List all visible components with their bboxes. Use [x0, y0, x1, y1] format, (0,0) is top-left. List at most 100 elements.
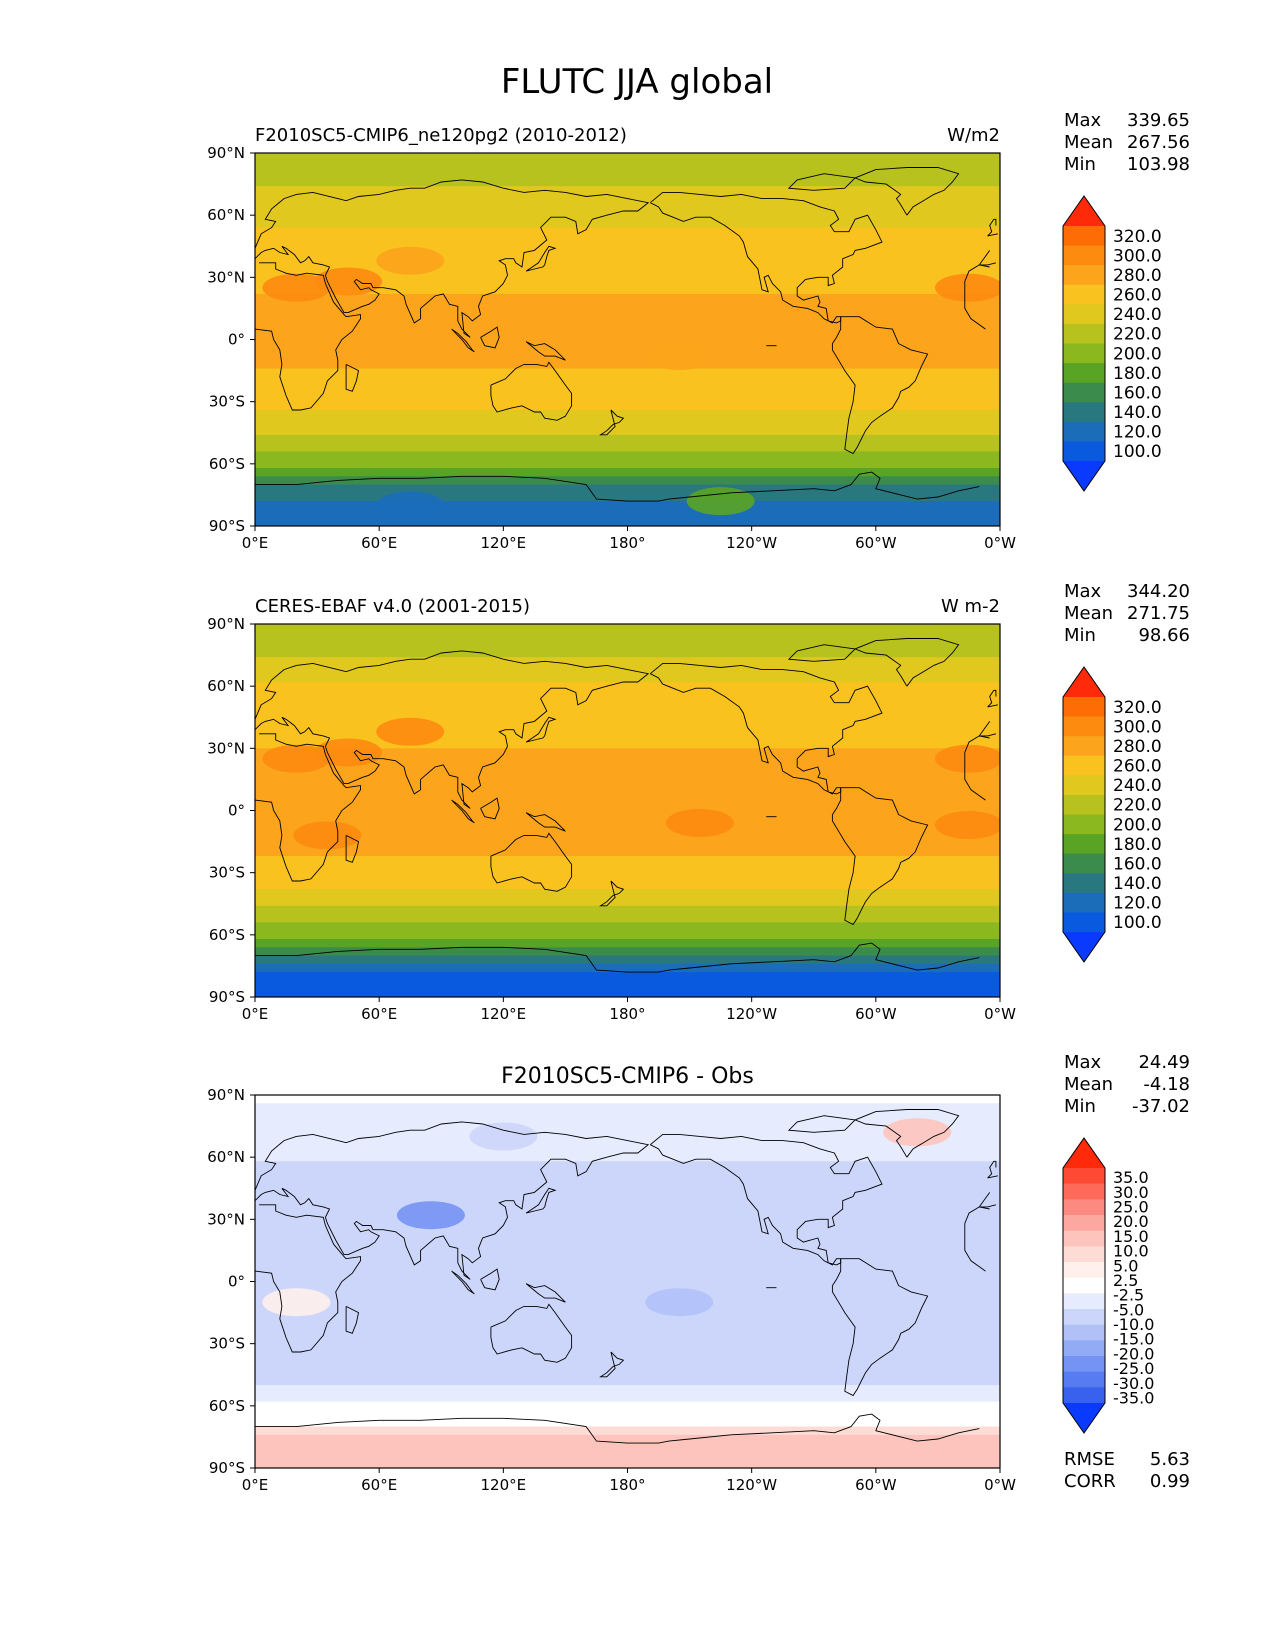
- colorbar-level-label: 260.0: [1113, 286, 1162, 306]
- colorbar-level-label: 260.0: [1113, 757, 1162, 777]
- data-band: [255, 418, 1000, 428]
- coastline: [987, 218, 998, 237]
- colorbar-band: [1063, 814, 1105, 835]
- x-tick-label: 120°E: [481, 534, 527, 552]
- colorbar-level-label: 120.0: [1113, 423, 1162, 443]
- data-band: [255, 706, 1000, 716]
- coastline: [255, 471, 980, 502]
- data-feature: [934, 811, 1000, 840]
- x-tick-label: 120°W: [726, 1476, 777, 1494]
- data-feature: [469, 1122, 538, 1151]
- data-feature: [262, 273, 331, 302]
- colorbar-outline: [1062, 195, 1106, 492]
- x-tick-label: 180°: [609, 1476, 645, 1494]
- data-feature: [376, 717, 445, 746]
- colorbar-band: [1063, 1387, 1105, 1404]
- data-band: [255, 831, 1000, 841]
- coastline: [650, 662, 883, 795]
- data-band: [255, 1161, 1000, 1171]
- data-band: [255, 789, 1000, 799]
- data-band: [255, 335, 1000, 345]
- y-tick-label: 0°: [228, 802, 245, 820]
- data-band: [255, 1310, 1000, 1320]
- colorbar-band: [1063, 853, 1105, 874]
- data-band: [255, 740, 1000, 749]
- data-feature: [262, 744, 331, 773]
- colorbar-band: [1063, 421, 1105, 442]
- colorbar-band: [1063, 1183, 1105, 1200]
- coastline: [451, 1270, 475, 1295]
- data-band: [255, 632, 1000, 642]
- data-band: [255, 657, 1000, 667]
- data-band: [255, 501, 1000, 511]
- figure-title: FLUTC JJA global: [501, 62, 773, 102]
- data-band: [255, 492, 1000, 502]
- data-band: [255, 302, 1000, 312]
- stat-value: 24.49: [1138, 1052, 1190, 1073]
- colorbar-level-label: -35.0: [1113, 1388, 1154, 1407]
- data-band: [255, 963, 1000, 973]
- colorbar-level-label: 2.5: [1113, 1271, 1138, 1290]
- colorbar-band: [1063, 1340, 1105, 1357]
- coastline: [490, 361, 573, 421]
- coastline: [255, 650, 997, 809]
- coastline: [525, 716, 557, 743]
- colorbar-level-label: 220.0: [1113, 325, 1162, 345]
- data-band: [255, 401, 1000, 411]
- coastline: [490, 832, 573, 892]
- data-band: [255, 443, 1000, 452]
- data-band: [255, 1211, 1000, 1220]
- x-tick-label: 0°W: [984, 534, 1016, 552]
- data-band: [255, 1293, 1000, 1303]
- data-band: [255, 864, 1000, 874]
- data-band: [255, 252, 1000, 262]
- colorbar-level-label: 280.0: [1113, 737, 1162, 757]
- data-band: [255, 1144, 1000, 1154]
- data-band: [255, 1426, 1000, 1436]
- data-feature: [934, 273, 1000, 302]
- coastline: [831, 1258, 929, 1397]
- coastlines: [255, 1109, 998, 1444]
- data-band: [255, 847, 1000, 857]
- y-tick-label: 90°N: [207, 615, 245, 633]
- data-feature: [262, 1288, 331, 1317]
- colorbar-band: [1063, 912, 1105, 933]
- data-band: [255, 1285, 1000, 1295]
- data-band: [255, 186, 1000, 196]
- colorbar-extend-max: [1063, 1138, 1105, 1168]
- colorbar-level-label: -5.0: [1113, 1300, 1144, 1319]
- colorbar-outline: [1062, 666, 1106, 963]
- data-field-reference: [255, 624, 1000, 997]
- y-tick-label: 30°S: [209, 393, 245, 411]
- stat-label: Max: [1064, 110, 1102, 131]
- extra-stat-value: 0.99: [1150, 1471, 1190, 1492]
- data-band: [255, 1318, 1000, 1328]
- data-band: [255, 360, 1000, 370]
- data-band: [255, 748, 1000, 758]
- coastline: [599, 880, 625, 907]
- coastline: [345, 363, 360, 392]
- data-band: [255, 798, 1000, 807]
- colorbar-band: [1063, 1324, 1105, 1341]
- stat-value: 103.98: [1127, 154, 1190, 175]
- colorbar-level-label: 5.0: [1113, 1256, 1138, 1275]
- y-tick-label: 30°N: [207, 1210, 245, 1228]
- data-band: [255, 889, 1000, 899]
- coastline: [255, 1121, 997, 1280]
- colorbar-extend-min: [1063, 932, 1105, 962]
- data-band: [255, 1252, 1000, 1262]
- y-tick-label: 30°S: [209, 1335, 245, 1353]
- y-tick-label: 60°N: [207, 677, 245, 695]
- panel-units: W m-2: [941, 596, 1000, 617]
- stat-value: 339.65: [1127, 110, 1190, 131]
- colorbar-level-label: 160.0: [1113, 854, 1162, 874]
- colorbar-band: [1063, 892, 1105, 913]
- colorbar-level-label: 30.0: [1113, 1183, 1149, 1202]
- y-tick-label: 60°N: [207, 1148, 245, 1166]
- colorbar-level-label: 20.0: [1113, 1212, 1149, 1231]
- data-band: [255, 1451, 1000, 1461]
- data-feature: [645, 342, 714, 371]
- data-band: [255, 277, 1000, 287]
- data-band: [255, 393, 1000, 403]
- coastline: [787, 644, 857, 662]
